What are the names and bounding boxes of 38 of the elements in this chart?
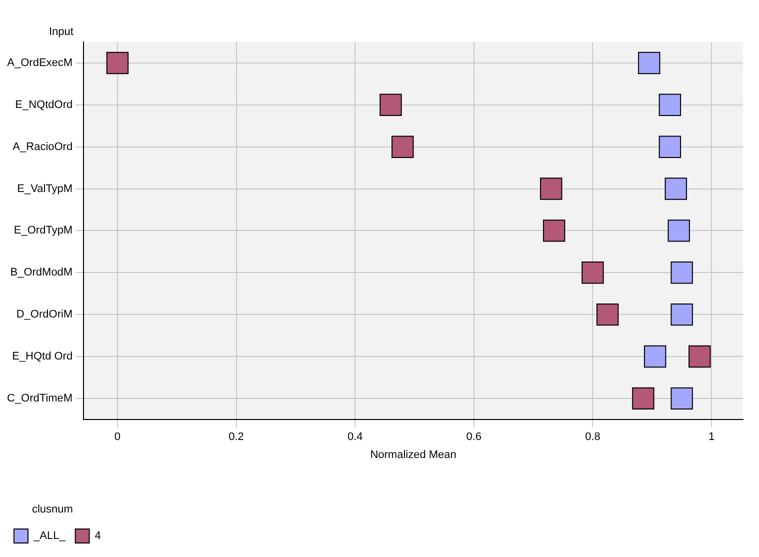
point [668, 220, 690, 242]
point [380, 94, 402, 116]
point [638, 52, 660, 74]
y-tick-label: A_RacioOrd [12, 140, 73, 153]
point [670, 303, 693, 326]
x-tick-label: 0.4 [347, 431, 363, 444]
point [688, 345, 711, 368]
point [582, 262, 604, 284]
x-tick-label: 0.6 [466, 431, 482, 444]
point [542, 220, 566, 242]
point [392, 136, 414, 158]
point [540, 178, 562, 200]
point [596, 303, 619, 326]
point [670, 262, 693, 284]
y-tick-label: E_OrdTypM [14, 224, 73, 237]
point [644, 345, 666, 368]
x-tick-label: 0.8 [585, 431, 600, 444]
y-axis-title: Input [49, 26, 74, 38]
x-tick-label: 0.2 [228, 431, 244, 444]
point [632, 387, 654, 410]
legend-title: clusnum [32, 503, 73, 516]
legend-label: 4 [94, 530, 101, 542]
x-tick-label: 1 [708, 431, 715, 444]
point [658, 94, 682, 116]
point [106, 52, 129, 74]
y-tick-label: A_OrdExecM [7, 57, 73, 69]
x-axis-title: Normalized Mean [370, 449, 456, 462]
point [670, 387, 693, 410]
y-tick-label: E_ValTypM [17, 182, 73, 195]
y-tick-label: C_OrdTimeM [6, 392, 73, 404]
point [658, 136, 682, 158]
legend-label: _ALL_ [32, 530, 66, 542]
y-tick-label: B_OrdModM [10, 266, 73, 279]
y-tick-label: E_NQtdOrd [15, 98, 73, 111]
x-tick-label: 0 [114, 431, 121, 444]
point [664, 178, 687, 200]
y-tick-label: E_HQtd Ord [12, 350, 73, 363]
y-tick-label: D_OrdOriM [16, 308, 73, 321]
